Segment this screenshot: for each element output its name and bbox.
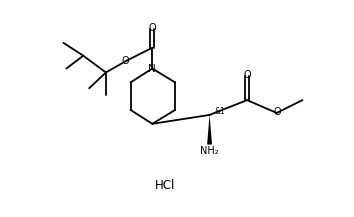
Text: O: O <box>149 23 156 33</box>
Text: O: O <box>122 56 130 66</box>
Text: HCl: HCl <box>155 179 175 192</box>
Text: O: O <box>274 107 281 117</box>
Text: &1: &1 <box>214 107 225 117</box>
Text: NH₂: NH₂ <box>200 146 219 156</box>
Polygon shape <box>207 115 212 145</box>
Text: O: O <box>243 71 251 81</box>
Text: N: N <box>148 64 156 74</box>
